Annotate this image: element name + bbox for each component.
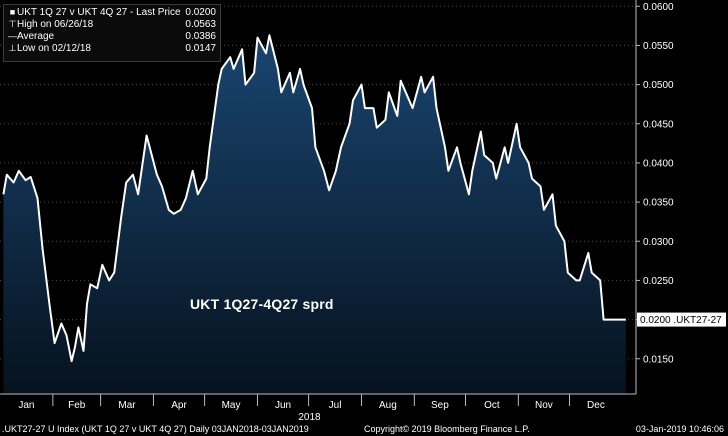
legend-row-value: 0.0147	[185, 43, 216, 54]
y-tick-label: 0.0150	[643, 354, 674, 365]
x-tick-label: Jan	[18, 400, 34, 411]
legend-row-high: ⊤High on 06/26/18	[8, 19, 94, 31]
legend-title-row: ■ UKT 1Q 27 v UKT 4Q 27 - Last Price	[8, 7, 181, 19]
series-line	[2, 34, 626, 363]
x-tick-label: Oct	[484, 400, 500, 411]
legend-row-value: 0.0563	[185, 19, 216, 30]
x-tick-label: Mar	[118, 400, 136, 411]
y-tick-label: 0.0350	[643, 198, 674, 209]
x-tick-label: May	[222, 400, 241, 411]
footer-timestamp: 03-Jan-2019 10:46:06	[635, 424, 724, 434]
legend-title: UKT 1Q 27 v UKT 4Q 27 - Last Price	[17, 7, 181, 18]
last-price-tag-bg	[637, 312, 726, 327]
x-axis-label: 2018	[298, 412, 321, 423]
series-swatch-icon: ■	[9, 7, 16, 17]
series-area	[3, 35, 626, 394]
average-marker-icon: —	[8, 31, 17, 41]
y-tick-label: 0.0450	[643, 119, 674, 130]
x-tick-label: Feb	[68, 400, 86, 411]
y-tick-label: 0.0250	[643, 276, 674, 287]
footer-copyright: Copyright© 2019 Bloomberg Finance L.P.	[364, 424, 530, 434]
y-axis: 0.01500.02000.02500.03000.03500.04000.04…	[635, 0, 674, 394]
x-tick-label: Dec	[587, 400, 605, 411]
low-marker-icon: ⊥	[8, 43, 17, 53]
y-tick-label: 0.0300	[643, 237, 674, 248]
footer-source: .UKT27-27 U Index (UKT 1Q 27 v UKT 4Q 27…	[2, 424, 309, 434]
legend-row-value: 0.0386	[185, 31, 216, 42]
y-tick-label: 0.0600	[643, 2, 674, 13]
chart-annotation: UKT 1Q27-4Q27 sprd	[190, 296, 334, 312]
x-tick-label: Jun	[275, 400, 291, 411]
y-tick-label: 0.0400	[643, 158, 674, 169]
legend-row-label: Low on 02/12/18	[17, 43, 91, 54]
x-tick-label: Nov	[535, 400, 553, 411]
y-tick-label: 0.0500	[643, 80, 674, 91]
x-tick-label: Sep	[431, 400, 449, 411]
y-tick-label: 0.0550	[643, 41, 674, 52]
x-axis: Jan Feb Mar Apr May Jun Jul Aug Sep Oct Nov Dec	[0, 393, 636, 411]
x-tick-label: Apr	[171, 400, 187, 411]
legend-row-low: ⊥Low on 02/12/18	[8, 43, 91, 55]
high-marker-icon: ⊤	[8, 19, 17, 29]
x-tick-label: Aug	[379, 400, 397, 411]
legend-row-average: —Average	[8, 31, 54, 43]
legend-title-value: 0.0200	[185, 7, 216, 18]
legend-row-label: High on 06/26/18	[17, 19, 94, 30]
legend: ■ UKT 1Q 27 v UKT 4Q 27 - Last Price 0.02…	[3, 4, 221, 62]
last-price-tag: 0.0200 .UKT27-27	[637, 312, 726, 327]
legend-row-label: Average	[17, 31, 55, 42]
last-price-tag-label: 0.0200 .UKT27-27	[640, 315, 722, 326]
x-tick-label: Jul	[329, 400, 342, 411]
